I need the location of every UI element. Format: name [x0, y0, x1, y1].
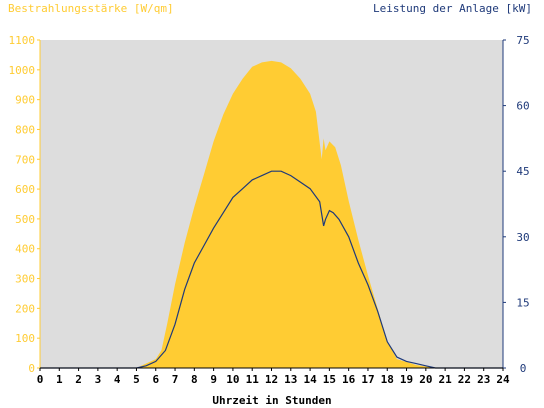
- left-tick-label: 700: [15, 153, 35, 166]
- chart-canvas: 0100200300400500600700800900100011000153…: [9, 34, 530, 386]
- left-tick-label: 400: [15, 243, 35, 256]
- x-tick-label: 24: [496, 373, 510, 386]
- right-tick-label: 45: [516, 165, 529, 178]
- x-tick-label: 6: [152, 373, 159, 386]
- x-tick-label: 2: [75, 373, 82, 386]
- x-tick-label: 5: [133, 373, 140, 386]
- x-tick-label: 21: [439, 373, 453, 386]
- x-tick-label: 3: [95, 373, 102, 386]
- left-tick-label: 900: [15, 94, 35, 107]
- x-tick-label: 8: [191, 373, 198, 386]
- x-tick-label: 7: [172, 373, 179, 386]
- x-tick-label: 23: [477, 373, 490, 386]
- left-tick-label: 1000: [9, 64, 36, 77]
- power-line: [40, 170, 503, 369]
- x-tick-label: 15: [323, 373, 336, 386]
- x-tick-label: 13: [284, 373, 297, 386]
- x-tick-label: 12: [265, 373, 278, 386]
- left-tick-label: 200: [15, 302, 35, 315]
- x-tick-label: 17: [361, 373, 374, 386]
- x-tick-label: 4: [114, 373, 121, 386]
- axes-layer: [37, 39, 506, 371]
- left-tick-label: 500: [15, 213, 35, 226]
- left-tick-label: 600: [15, 183, 35, 196]
- right-tick-label: 15: [516, 296, 529, 309]
- x-tick-label: 22: [458, 373, 471, 386]
- right-tick-label: 60: [516, 100, 529, 113]
- left-tick-label: 800: [15, 123, 35, 136]
- power-line-layer: [40, 170, 503, 369]
- irradiance-area-layer: [40, 60, 503, 369]
- x-tick-label: 16: [342, 373, 356, 386]
- tick-label-layer: 0100200300400500600700800900100011000153…: [9, 34, 530, 386]
- right-axis-title: Leistung der Anlage [kW]: [373, 2, 532, 15]
- right-tick-label: 0: [520, 362, 527, 375]
- right-tick-label: 30: [516, 231, 529, 244]
- left-tick-label: 0: [28, 362, 35, 375]
- x-tick-label: 14: [303, 373, 317, 386]
- x-tick-label: 10: [226, 373, 239, 386]
- x-tick-label: 9: [210, 373, 217, 386]
- x-tick-label: 11: [246, 373, 260, 386]
- x-tick-label: 18: [381, 373, 394, 386]
- x-tick-label: 20: [419, 373, 432, 386]
- irradiance-area: [40, 60, 503, 369]
- left-tick-label: 1100: [9, 34, 36, 47]
- x-tick-label: 0: [37, 373, 44, 386]
- x-tick-label: 1: [56, 373, 63, 386]
- x-tick-label: 19: [400, 373, 413, 386]
- left-tick-label: 300: [15, 273, 35, 286]
- left-tick-label: 100: [15, 332, 35, 345]
- x-axis-title: Uhrzeit in Stunden: [212, 394, 332, 407]
- right-tick-label: 75: [516, 34, 529, 47]
- left-axis-title: Bestrahlungsstärke [W/qm]: [8, 2, 174, 15]
